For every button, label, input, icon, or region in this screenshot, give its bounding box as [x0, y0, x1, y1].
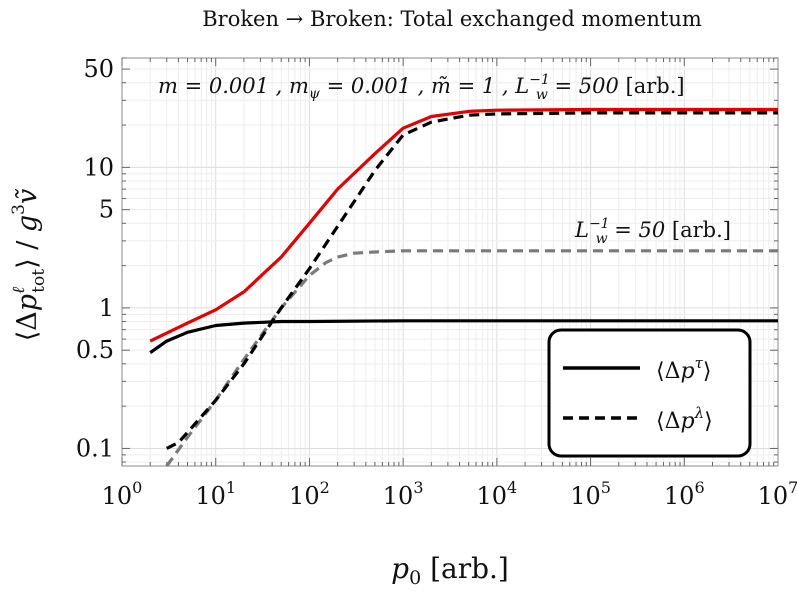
- grid: [121, 57, 778, 466]
- x-tick-label: 107: [758, 478, 797, 510]
- x-tick-label: 104: [476, 478, 517, 510]
- ticks: 100 101 102 103 104 105 106 107 0.1 0.5 1 5 10 50: [76, 55, 797, 510]
- x-tick-label: 102: [289, 478, 330, 510]
- series-line: [165, 111, 778, 450]
- series-line: [149, 107, 778, 343]
- legend: ⟨Δpτ⟩ ⟨Δpλ⟩: [547, 328, 752, 458]
- y-tick-label: 0.5: [76, 336, 114, 364]
- chart-title: Broken → Broken: Total exchanged momentu…: [202, 7, 702, 31]
- y-tick-label: 50: [83, 55, 114, 83]
- x-tick-label: 105: [570, 478, 611, 510]
- y-axis-label: ⟨Δpℓtot⟩ / g3ṽ: [9, 188, 49, 341]
- x-tick-label: 106: [664, 478, 705, 510]
- x-tick-label: 103: [383, 478, 424, 510]
- y-tick-label: 0.1: [76, 434, 114, 462]
- legend-label-tau: ⟨Δpτ⟩: [656, 354, 711, 384]
- x-axis-label: p0 [arb.]: [391, 552, 509, 589]
- legend-box: [547, 328, 752, 458]
- series-line: [149, 319, 778, 355]
- plot-frame: [121, 57, 779, 467]
- series-lines: [149, 107, 778, 467]
- lw50-annotation: L−1 w = 50 [arb.]: [574, 216, 731, 247]
- x-tick-label: 100: [102, 478, 143, 510]
- y-tick-label: 1: [99, 294, 114, 322]
- x-tick-label: 101: [195, 478, 236, 510]
- y-tick-label: 5: [99, 196, 114, 224]
- y-tick-label: 10: [83, 153, 114, 181]
- legend-label-lambda: ⟨Δpλ⟩: [656, 404, 713, 434]
- params-annotation: m = 0.001 , mψ = 0.001 , m̃ = 1 , L−1 w =…: [158, 72, 685, 103]
